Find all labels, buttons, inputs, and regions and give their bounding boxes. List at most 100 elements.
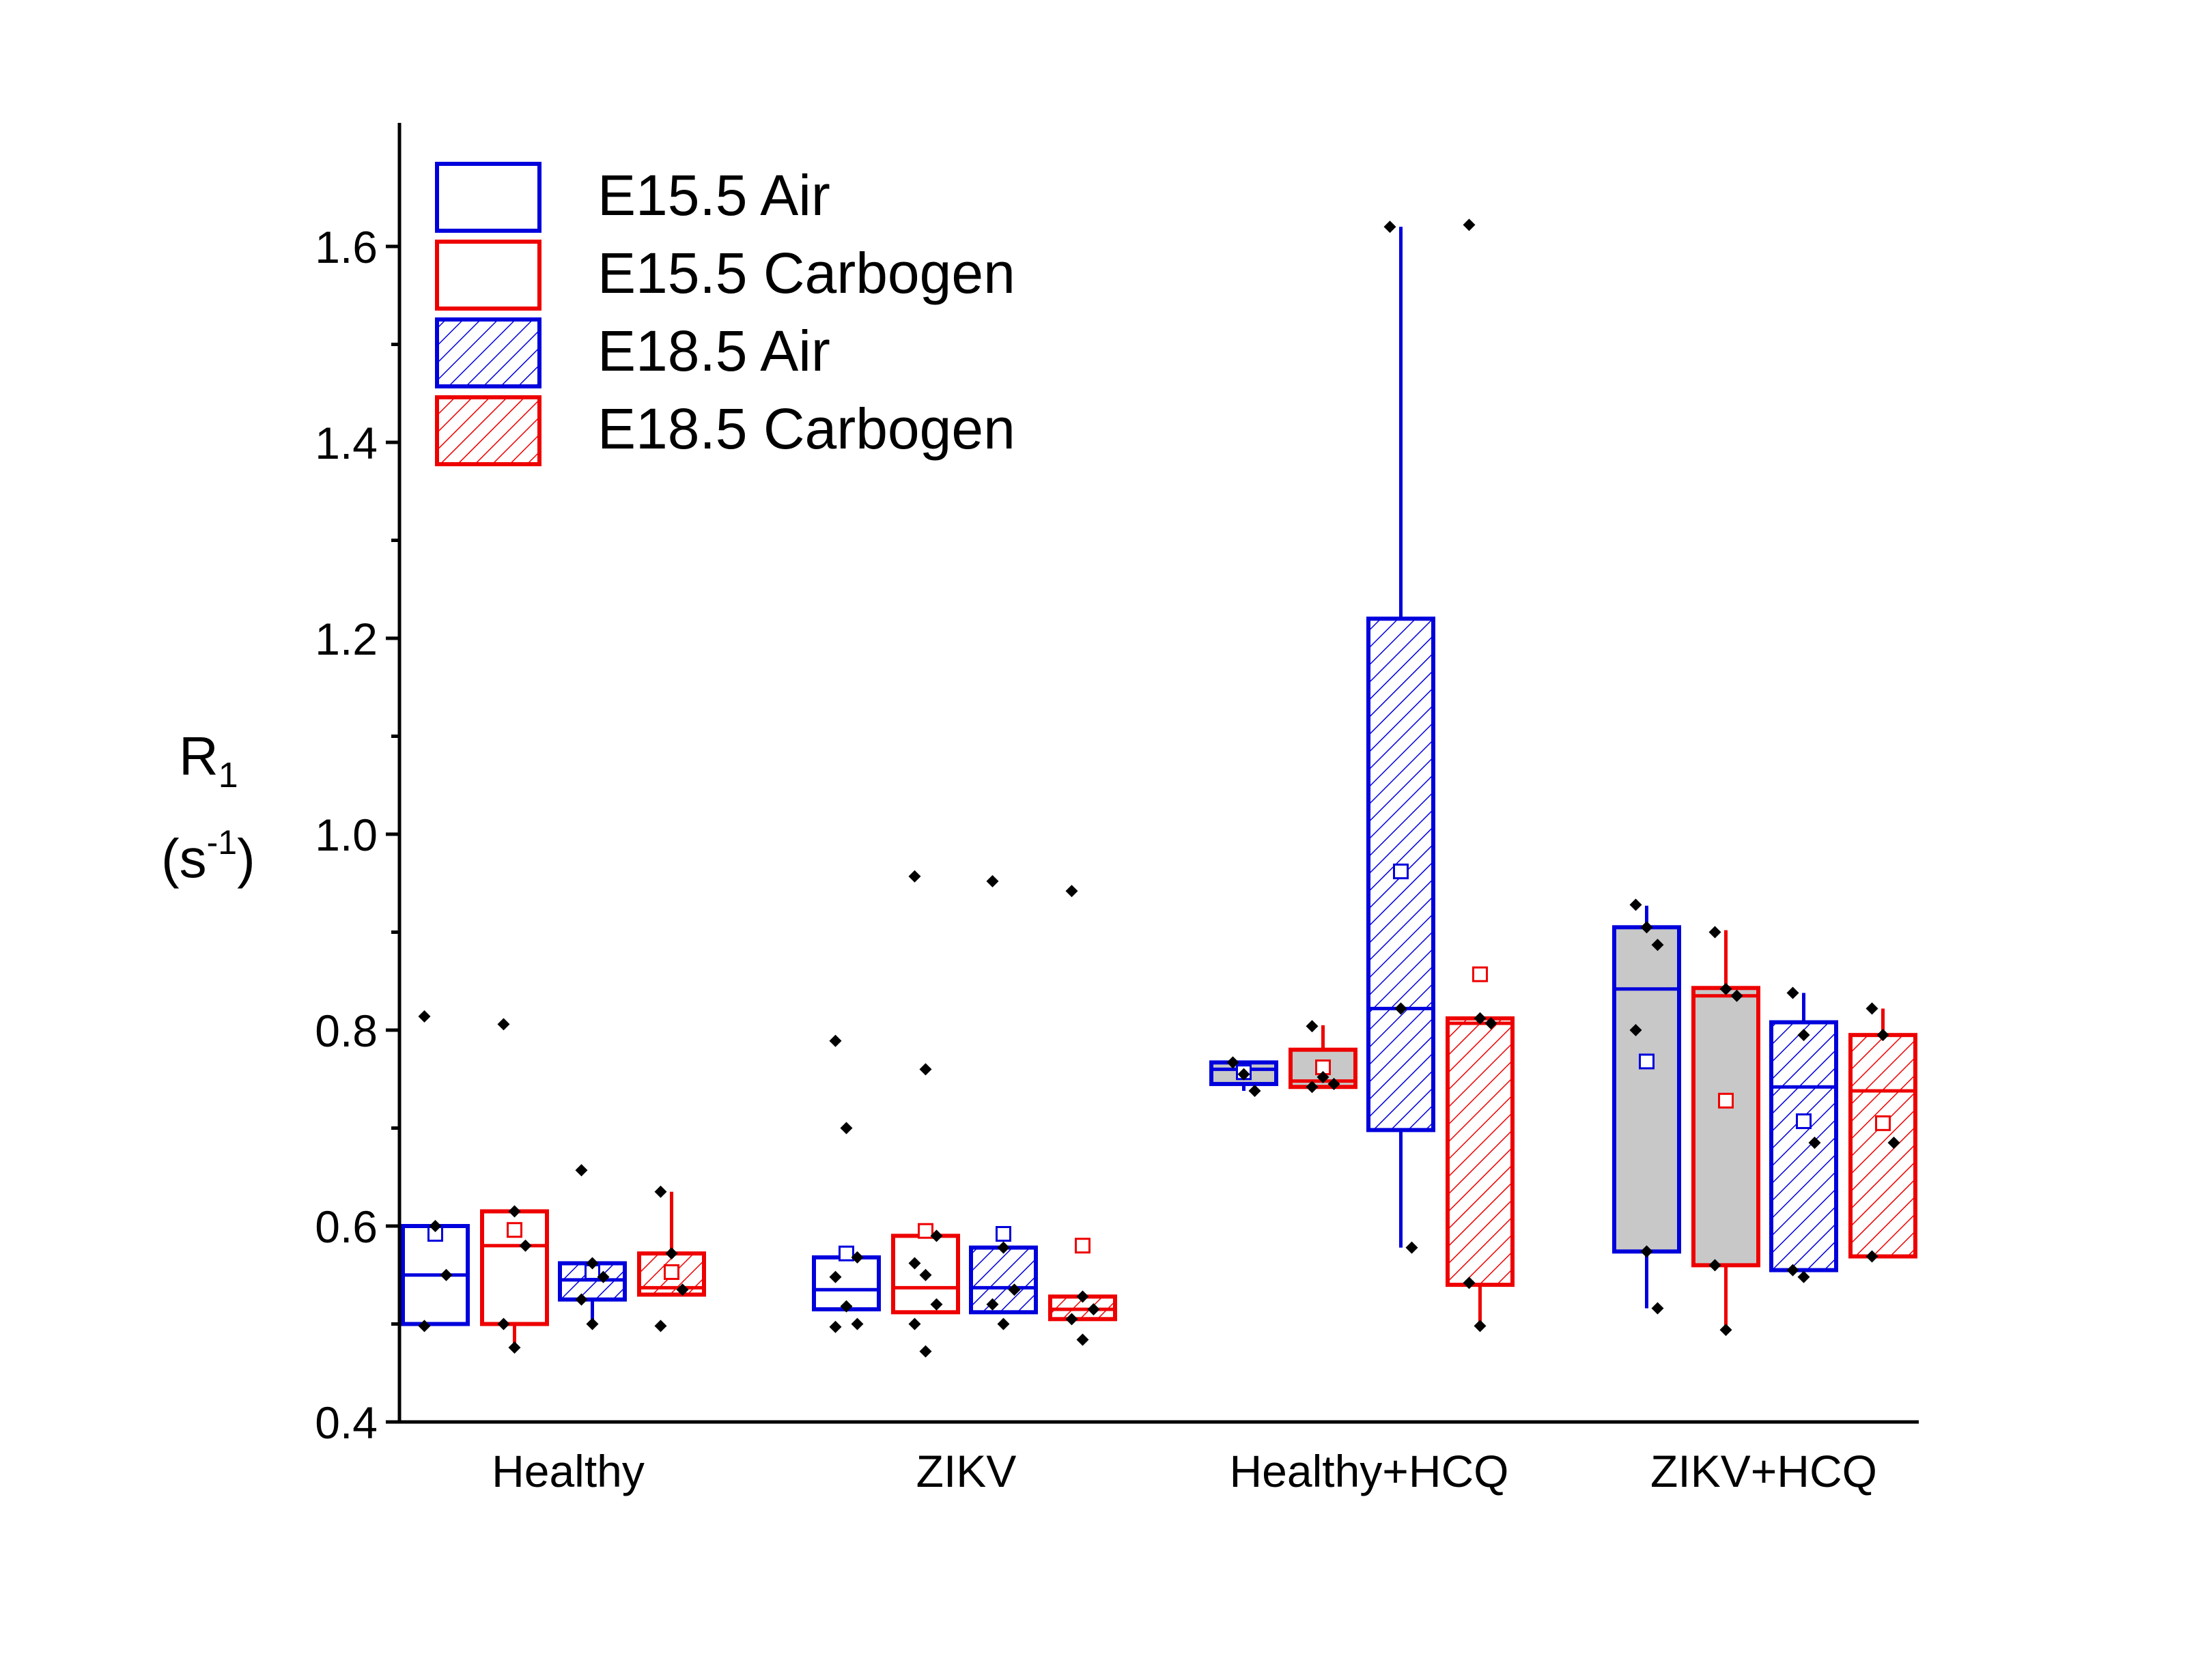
data-point	[851, 1318, 864, 1330]
x-tick-label: ZIKV+HCQ	[1650, 1446, 1877, 1496]
data-point	[997, 1318, 1010, 1330]
data-point	[1708, 1259, 1721, 1272]
data-point	[1719, 1324, 1732, 1337]
data-point	[676, 1283, 689, 1296]
y-axis-label: R1 (s-1)	[161, 726, 255, 889]
data-point	[919, 1063, 932, 1076]
box-group	[401, 1010, 470, 1333]
data-point	[1087, 1302, 1100, 1315]
box-group	[1691, 926, 1760, 1337]
x-tick-label: ZIKV	[916, 1446, 1017, 1496]
data-point	[1797, 1270, 1810, 1283]
data-point	[1797, 1029, 1810, 1042]
data-point	[1708, 926, 1721, 939]
data-point	[1226, 1056, 1239, 1069]
data-point	[840, 1300, 853, 1313]
data-point	[1394, 1002, 1407, 1015]
legend-swatch-hatch	[437, 319, 539, 386]
mean-marker	[507, 1222, 522, 1238]
data-point	[1317, 1070, 1329, 1083]
data-point	[1651, 939, 1664, 952]
box-group	[1209, 1056, 1278, 1097]
data-point	[1474, 1012, 1487, 1025]
data-point	[418, 1320, 431, 1333]
box-rect	[1769, 1020, 1838, 1272]
box-fill	[1693, 988, 1758, 1266]
box-hatch	[1850, 1035, 1915, 1257]
box-group	[480, 1018, 549, 1354]
mean-marker	[1393, 864, 1409, 880]
y-tick-label: 0.8	[315, 1006, 378, 1056]
data-point	[1866, 1002, 1878, 1015]
y-tick-label: 0.6	[315, 1201, 378, 1252]
box-group	[558, 1164, 627, 1330]
data-point	[1065, 1313, 1078, 1326]
data-point	[665, 1247, 678, 1260]
data-point	[1237, 1068, 1250, 1081]
box-rect	[1209, 1060, 1278, 1086]
legend-label: E18.5 Carbogen	[597, 397, 1015, 461]
y-tick-label: 0.4	[315, 1397, 378, 1448]
y-label-main: R1	[179, 726, 238, 795]
data-point	[1306, 1081, 1319, 1094]
box-group	[1848, 1002, 1917, 1263]
data-point	[1248, 1084, 1261, 1097]
data-point	[840, 1122, 853, 1135]
data-point	[1640, 921, 1653, 934]
data-point	[986, 874, 999, 887]
data-point	[654, 1185, 667, 1198]
mean-marker	[996, 1225, 1011, 1242]
data-point	[1808, 1137, 1821, 1150]
mean-marker	[918, 1223, 933, 1239]
box-hatch	[1771, 1022, 1836, 1270]
x-tick-label: Healthy+HCQ	[1230, 1446, 1509, 1496]
box-group	[891, 870, 960, 1358]
data-point	[1786, 1264, 1799, 1277]
box-fill	[1614, 927, 1679, 1252]
data-point	[930, 1298, 943, 1311]
mean-marker	[664, 1264, 679, 1280]
data-point	[1640, 1245, 1653, 1258]
mean-marker	[1472, 966, 1488, 982]
data-point	[1076, 1333, 1089, 1346]
box-group	[812, 1034, 881, 1333]
data-point	[1866, 1250, 1878, 1263]
data-point	[851, 1251, 864, 1264]
data-point	[1463, 1277, 1476, 1290]
data-point	[930, 1229, 943, 1242]
data-point	[575, 1293, 588, 1306]
data-point	[508, 1205, 521, 1218]
data-point	[1887, 1137, 1900, 1150]
data-point	[1306, 1020, 1319, 1033]
data-point	[1786, 986, 1799, 999]
data-point	[1065, 885, 1078, 898]
legend-swatch	[435, 240, 541, 311]
data-point	[1383, 220, 1396, 233]
legend-swatch	[435, 395, 541, 466]
data-point	[418, 1010, 431, 1023]
legend-entry: E18.5 Carbogen	[435, 395, 1015, 466]
legend-label: E15.5 Air	[597, 163, 830, 227]
data-point	[908, 1257, 921, 1270]
box-hatch	[971, 1247, 1036, 1313]
box-group	[1769, 986, 1838, 1283]
data-point	[497, 1318, 510, 1330]
y-tick-label: 1.2	[315, 614, 378, 664]
box-group	[1446, 218, 1515, 1333]
x-tick-label: Healthy	[492, 1446, 645, 1496]
legend-swatch-hatch	[437, 397, 539, 464]
data-point	[1327, 1077, 1340, 1090]
mean-marker	[1796, 1113, 1812, 1129]
box-group	[1366, 220, 1435, 1254]
legend-entry: E15.5 Carbogen	[435, 240, 1015, 311]
data-point	[1651, 1302, 1664, 1315]
mean-marker	[839, 1245, 854, 1262]
data-point	[1730, 989, 1743, 1002]
data-point	[519, 1239, 532, 1252]
data-point	[829, 1270, 842, 1283]
legend-swatch	[435, 162, 541, 233]
data-point	[586, 1257, 599, 1270]
data-point	[1405, 1241, 1418, 1254]
box-group	[969, 874, 1038, 1330]
